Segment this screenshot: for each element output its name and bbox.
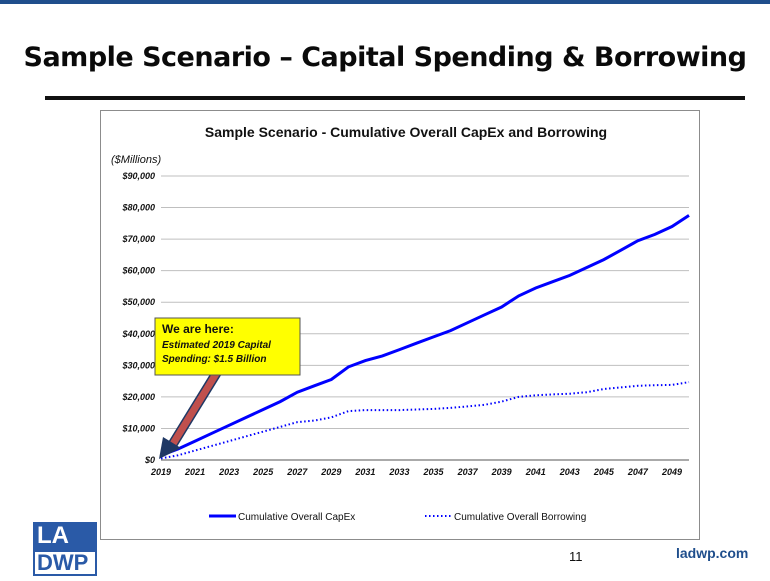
x-tick-label: 2031: [354, 467, 375, 477]
callout-line-2: Spending: $1.5 Billion: [162, 354, 266, 365]
title-divider: [45, 96, 745, 100]
logo-bottom-text: DWP: [33, 550, 97, 576]
y-tick-label: $70,000: [121, 234, 155, 244]
y-tick-label: $0: [144, 455, 155, 465]
x-tick-label: 2047: [627, 467, 649, 477]
x-tick-label: 2035: [423, 467, 445, 477]
legend-label-borrowing: Cumulative Overall Borrowing: [454, 512, 586, 523]
y-axis-unit-label: ($Millions): [111, 154, 161, 166]
chart-svg: Sample Scenario - Cumulative Overall Cap…: [101, 111, 699, 539]
legend-label-capex: Cumulative Overall CapEx: [238, 512, 355, 523]
x-tick-label: 2039: [491, 467, 512, 477]
legend: Cumulative Overall CapEx Cumulative Over…: [209, 512, 586, 523]
y-tick-label: $50,000: [121, 297, 155, 307]
x-tick-label: 2021: [184, 467, 205, 477]
x-tick-label: 2025: [252, 467, 274, 477]
x-tick-label: 2045: [593, 467, 615, 477]
x-tick-label: 2041: [525, 467, 546, 477]
gridlines: [161, 176, 689, 428]
y-tick-label: $60,000: [121, 266, 155, 276]
slide-title: Sample Scenario – Capital Spending & Bor…: [0, 42, 770, 73]
website-link[interactable]: ladwp.com: [676, 545, 748, 561]
annotation-callout: We are here: Estimated 2019 Capital Spen…: [155, 318, 300, 375]
callout-line-1: Estimated 2019 Capital: [162, 340, 271, 351]
y-tick-label: $90,000: [121, 171, 155, 181]
ladwp-logo: LA DWP: [33, 522, 97, 576]
x-tick-label: 2023: [218, 467, 239, 477]
x-tick-label: 2029: [320, 467, 341, 477]
page-number: 11: [569, 549, 583, 564]
y-tick-label: $80,000: [121, 203, 155, 213]
y-tick-label: $40,000: [121, 329, 155, 339]
top-accent-bar: [0, 0, 770, 4]
chart-title: Sample Scenario - Cumulative Overall Cap…: [205, 124, 607, 140]
x-tick-label: 2049: [661, 467, 682, 477]
x-tick-label: 2043: [559, 467, 580, 477]
callout-heading: We are here:: [162, 322, 234, 336]
y-tick-label: $20,000: [121, 392, 155, 402]
x-tick-label: 2019: [150, 467, 171, 477]
y-tick-label: $10,000: [121, 423, 155, 433]
x-tick-label: 2033: [388, 467, 409, 477]
y-axis-ticks: $0 $10,000 $20,000 $30,000 $40,000 $50,000 $60…: [121, 171, 155, 465]
chart-container: Sample Scenario - Cumulative Overall Cap…: [100, 110, 700, 540]
logo-top-text: LA: [33, 522, 97, 550]
x-axis-ticks: 2019 2021 2023 2025 2027 2029 2031 2033 2035 2037…: [150, 467, 682, 477]
y-tick-label: $30,000: [121, 360, 155, 370]
x-tick-label: 2037: [457, 467, 479, 477]
x-tick-label: 2027: [286, 467, 308, 477]
